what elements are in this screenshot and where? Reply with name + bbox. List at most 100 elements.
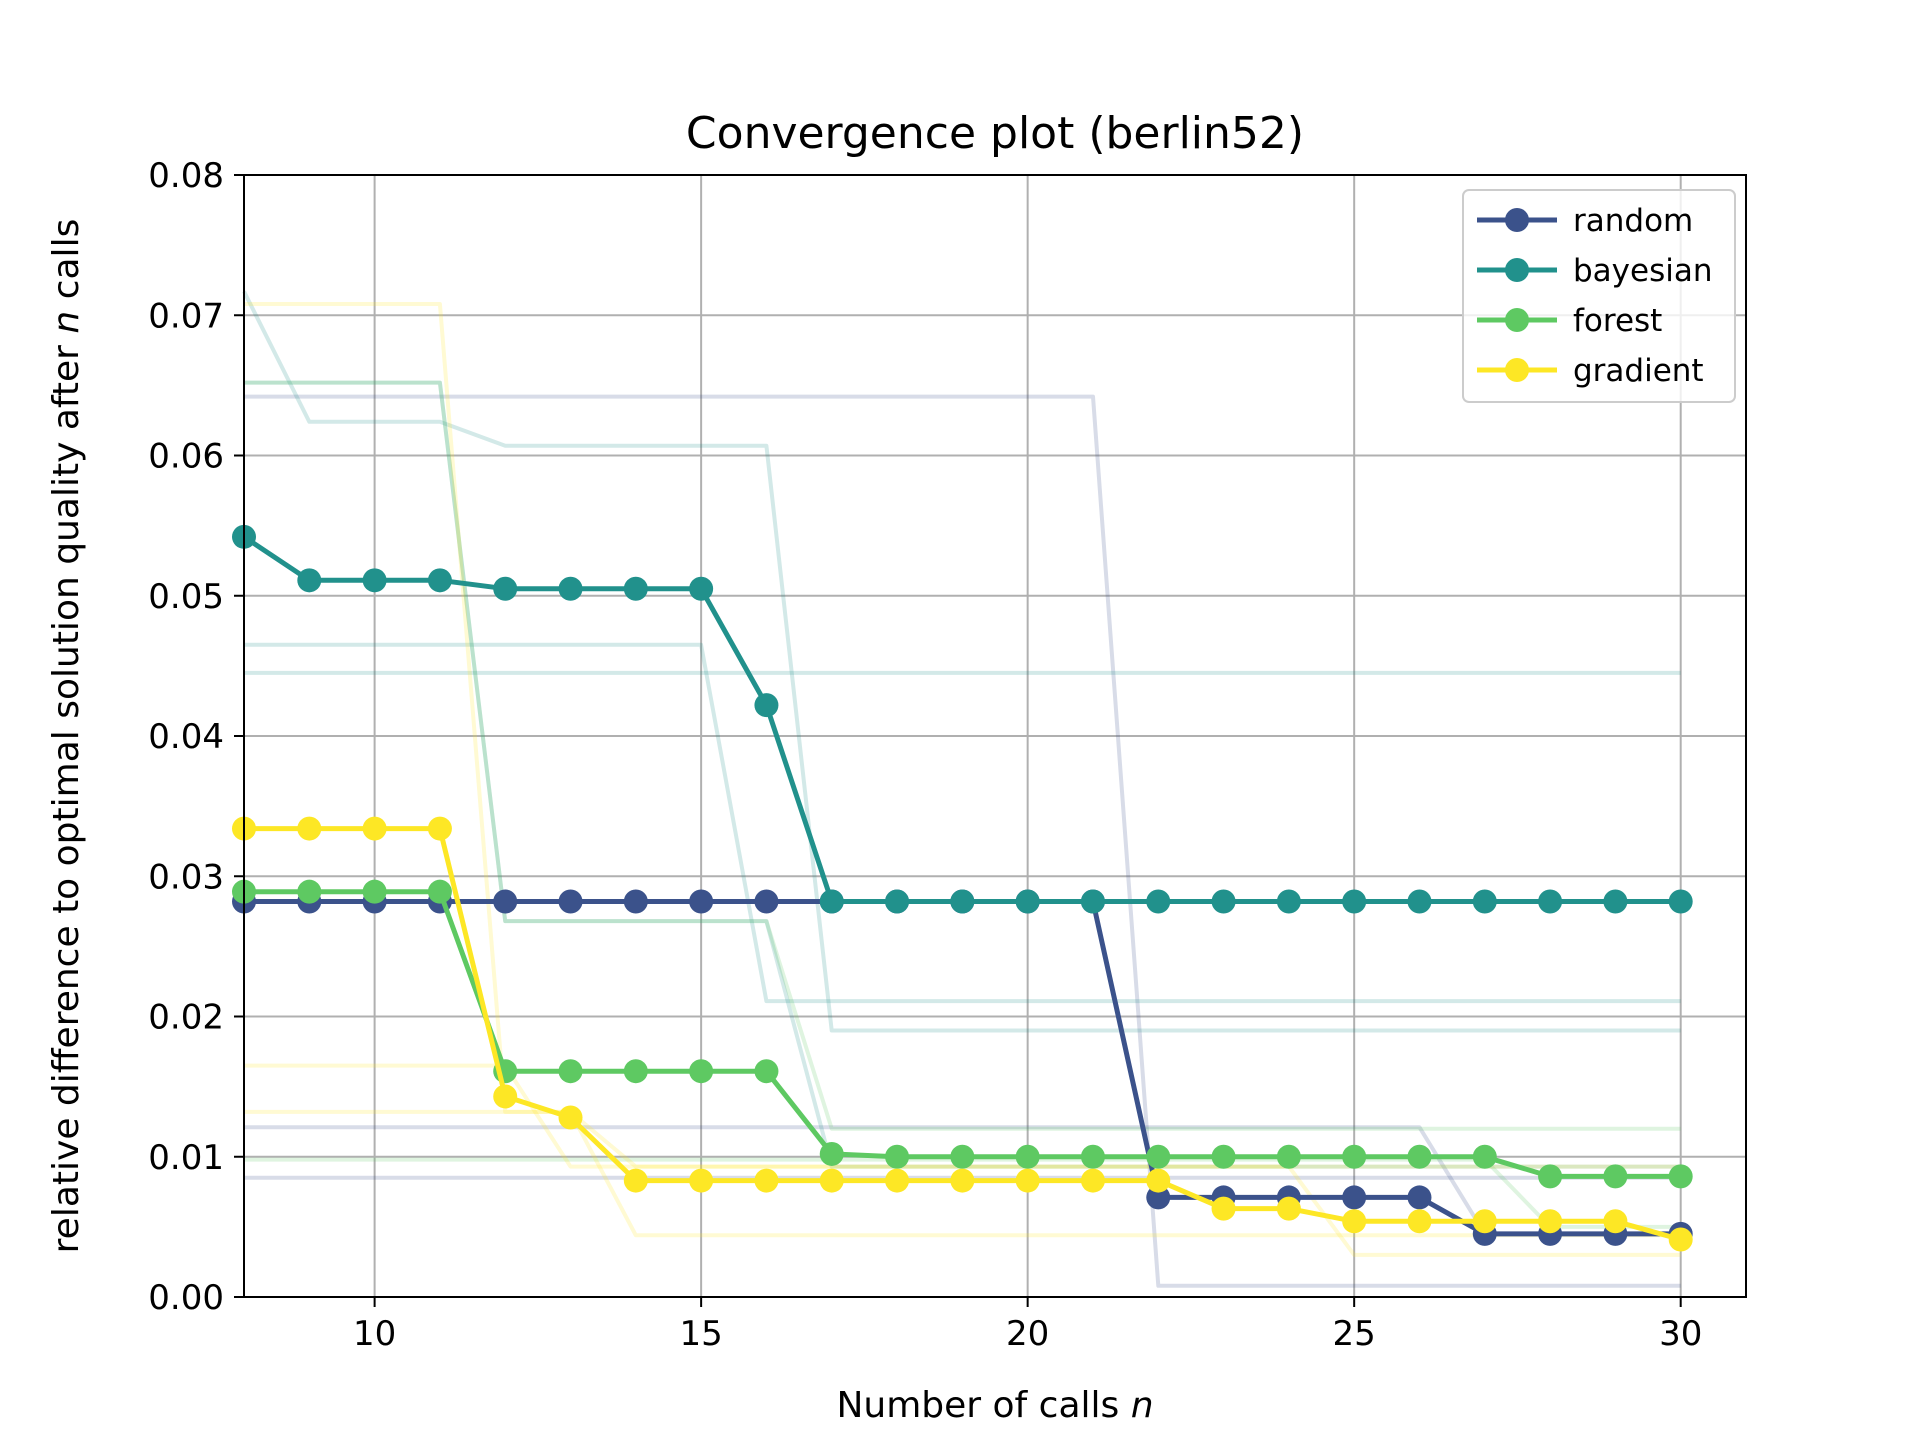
forest-point: [558, 1059, 583, 1084]
gradient-run-line: [244, 302, 1681, 1238]
bayesian-point: [754, 693, 779, 718]
gradient-point: [1146, 1168, 1171, 1193]
gradient-point: [689, 1168, 714, 1193]
bayesian-point: [297, 568, 322, 593]
y-tick-label: 0.05: [148, 577, 224, 617]
forest-point: [950, 1144, 975, 1169]
gradient-point: [819, 1168, 844, 1193]
gradient-point: [1472, 1209, 1497, 1234]
x-tick-label: 10: [353, 1314, 396, 1354]
gradient-point: [1407, 1209, 1432, 1234]
bayesian-point: [362, 568, 387, 593]
forest-point: [1603, 1164, 1628, 1189]
legend-label-bayesian: bayesian: [1573, 253, 1713, 289]
bayesian-point: [819, 889, 844, 914]
axis-ticks: 10 15 20 25 30 0.00 0.01 0.02 0.03 0.04 0.05 0.06 0.…: [148, 156, 1702, 1354]
y-tick-label: 0.07: [148, 296, 224, 336]
y-tick-label: 0.08: [148, 156, 224, 196]
bayesian-point: [1342, 889, 1367, 914]
series-bayesian: [232, 524, 1693, 914]
forest-point: [754, 1059, 779, 1084]
gradient-point: [362, 816, 387, 841]
chart-title: Convergence plot (berlin52): [686, 108, 1304, 159]
random-run-line: [244, 394, 1681, 1288]
gradient-point: [1342, 1209, 1367, 1234]
forest-point: [689, 1059, 714, 1084]
legend-box: [1462, 189, 1736, 403]
gradient-point: [885, 1168, 910, 1193]
x-tick-label: 25: [1333, 1314, 1376, 1354]
gradient-point: [297, 816, 322, 841]
x-axis-label: Number of calls n: [836, 1385, 1153, 1426]
forest-point: [297, 879, 322, 904]
random-point: [623, 889, 648, 914]
x-tick-label: 15: [679, 1314, 722, 1354]
forest-point: [427, 879, 452, 904]
y-tick-label: 0.06: [148, 437, 224, 477]
y-tick-label: 0.01: [148, 1138, 224, 1178]
random-point: [1342, 1185, 1367, 1210]
series-forest: [232, 879, 1693, 1189]
legend-label-forest: forest: [1573, 303, 1662, 339]
random-point: [754, 889, 779, 914]
forest-point: [1211, 1144, 1236, 1169]
legend-marker-random: [1505, 208, 1529, 232]
forest-point: [1080, 1144, 1105, 1169]
y-tick-label: 0.02: [148, 998, 224, 1038]
bayesian-point: [1668, 889, 1693, 914]
forest-point: [1407, 1144, 1432, 1169]
gradient-point: [1668, 1227, 1693, 1252]
legend-label-gradient: gradient: [1573, 353, 1704, 389]
bayesian-point: [1015, 889, 1040, 914]
y-tick-label: 0.04: [148, 717, 224, 757]
bayesian-point: [1472, 889, 1497, 914]
random-point: [1407, 1185, 1432, 1210]
x-axis-label-text: Number of calls: [836, 1385, 1130, 1426]
forest-point: [1015, 1144, 1040, 1169]
bayesian-point: [1211, 889, 1236, 914]
y-tick-label: 0.00: [148, 1278, 224, 1318]
forest-point: [819, 1141, 844, 1166]
y-axis-label-tail: calls: [46, 219, 87, 311]
forest-point: [1276, 1144, 1301, 1169]
legend-marker-gradient: [1505, 358, 1529, 382]
bayesian-point: [558, 576, 583, 601]
y-axis-label-text: relative difference to optimal solution …: [46, 334, 87, 1254]
gradient-point: [493, 1084, 518, 1109]
bayesian-point: [1276, 889, 1301, 914]
forest-run-line: [244, 380, 1681, 1131]
forest-point: [1668, 1164, 1693, 1189]
bayesian-point: [493, 576, 518, 601]
y-tick-label: 0.03: [148, 857, 224, 897]
gradient-point: [558, 1105, 583, 1130]
random-point: [558, 889, 583, 914]
bayesian-run-line: [244, 642, 1681, 1004]
legend-marker-forest: [1505, 308, 1529, 332]
gradient-point: [1276, 1196, 1301, 1221]
y-axis-label: relative difference to optimal solution …: [46, 219, 87, 1254]
forest-point: [623, 1059, 648, 1084]
forest-point: [1538, 1164, 1563, 1189]
gradient-point: [950, 1168, 975, 1193]
bayesian-point: [885, 889, 910, 914]
x-tick-label: 30: [1659, 1314, 1702, 1354]
legend-marker-bayesian: [1505, 258, 1529, 282]
forest-point: [1472, 1144, 1497, 1169]
x-axis-label-italic: n: [1131, 1385, 1154, 1426]
gradient-point: [427, 816, 452, 841]
gradient-point: [623, 1168, 648, 1193]
forest-point: [1146, 1144, 1171, 1169]
gradient-point: [1211, 1196, 1236, 1221]
forest-point: [885, 1144, 910, 1169]
bayesian-point: [1538, 889, 1563, 914]
legend: random bayesian forest gradient: [1462, 189, 1736, 403]
bayesian-point: [950, 889, 975, 914]
gradient-point: [1080, 1168, 1105, 1193]
gradient-point: [754, 1168, 779, 1193]
x-tick-label: 20: [1006, 1314, 1049, 1354]
gradient-point: [1538, 1209, 1563, 1234]
bayesian-point: [427, 568, 452, 593]
bayesian-run-line: [242, 290, 1681, 1033]
series-gradient: [232, 816, 1693, 1252]
